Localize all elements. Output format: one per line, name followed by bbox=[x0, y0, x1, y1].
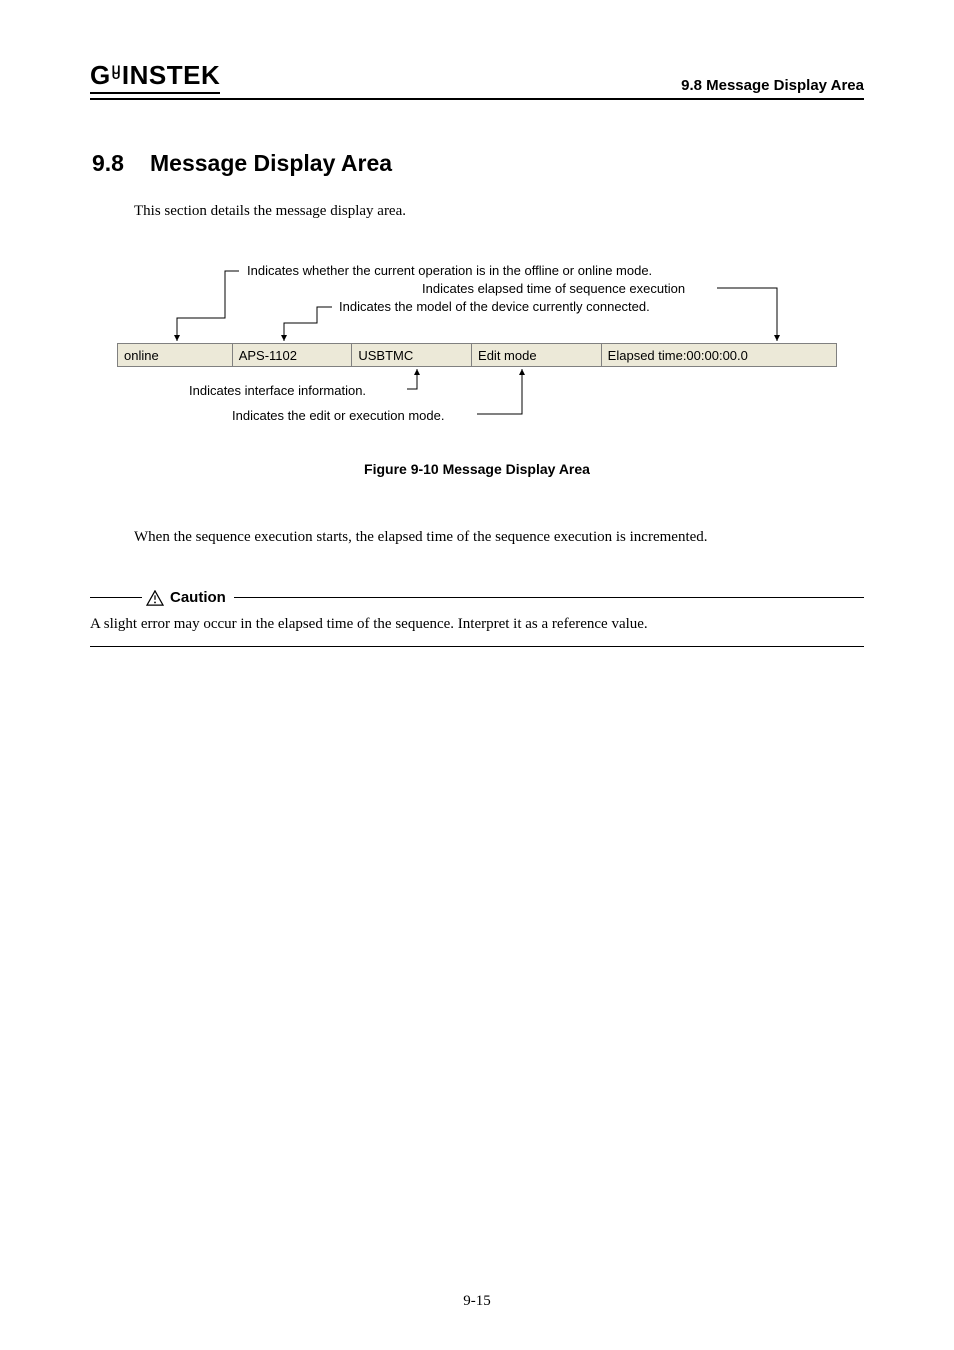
caution-label: Caution bbox=[142, 589, 234, 606]
logo-part-g: G bbox=[90, 60, 111, 91]
section-heading: 9.8Message Display Area bbox=[92, 150, 864, 177]
status-cell-elapsed: Elapsed time:00:00:00.0 bbox=[602, 344, 836, 366]
figure-caption: Figure 9-10 Message Display Area bbox=[90, 461, 864, 477]
status-cell-online: online bbox=[118, 344, 233, 366]
brand-logo: G U U INSTEK bbox=[90, 60, 220, 94]
followup-text: When the sequence execution starts, the … bbox=[134, 525, 864, 549]
hint-interface: Indicates interface information. bbox=[189, 383, 366, 398]
section-title-text: Message Display Area bbox=[150, 150, 392, 176]
message-display-diagram: Indicates whether the current operation … bbox=[117, 263, 837, 443]
caution-block: Caution A slight error may occur in the … bbox=[90, 589, 864, 647]
hint-offline-online: Indicates whether the current operation … bbox=[247, 263, 652, 278]
hint-mode: Indicates the edit or execution mode. bbox=[232, 408, 444, 423]
section-number: 9.8 bbox=[92, 150, 150, 177]
status-cell-model: APS-1102 bbox=[233, 344, 353, 366]
caution-label-text: Caution bbox=[170, 589, 226, 606]
hint-elapsed: Indicates elapsed time of sequence execu… bbox=[422, 281, 685, 296]
section-intro: This section details the message display… bbox=[134, 199, 864, 223]
logo-part-instek: INSTEK bbox=[122, 60, 220, 91]
status-cell-mode: Edit mode bbox=[472, 344, 602, 366]
caution-text: A slight error may occur in the elapsed … bbox=[90, 606, 864, 647]
page-number: 9-15 bbox=[0, 1293, 954, 1310]
status-cell-interface: USBTMC bbox=[352, 344, 472, 366]
caution-header: Caution bbox=[90, 589, 864, 606]
page-header: G U U INSTEK 9.8 Message Display Area bbox=[90, 60, 864, 100]
logo-part-u: U U bbox=[112, 68, 121, 78]
caution-rule-right bbox=[234, 597, 864, 598]
warning-icon bbox=[146, 590, 164, 606]
header-section-title: 9.8 Message Display Area bbox=[681, 77, 864, 94]
caution-rule-left bbox=[90, 597, 142, 598]
status-bar: online APS-1102 USBTMC Edit mode Elapsed… bbox=[117, 343, 837, 367]
hint-model: Indicates the model of the device curren… bbox=[339, 299, 650, 314]
